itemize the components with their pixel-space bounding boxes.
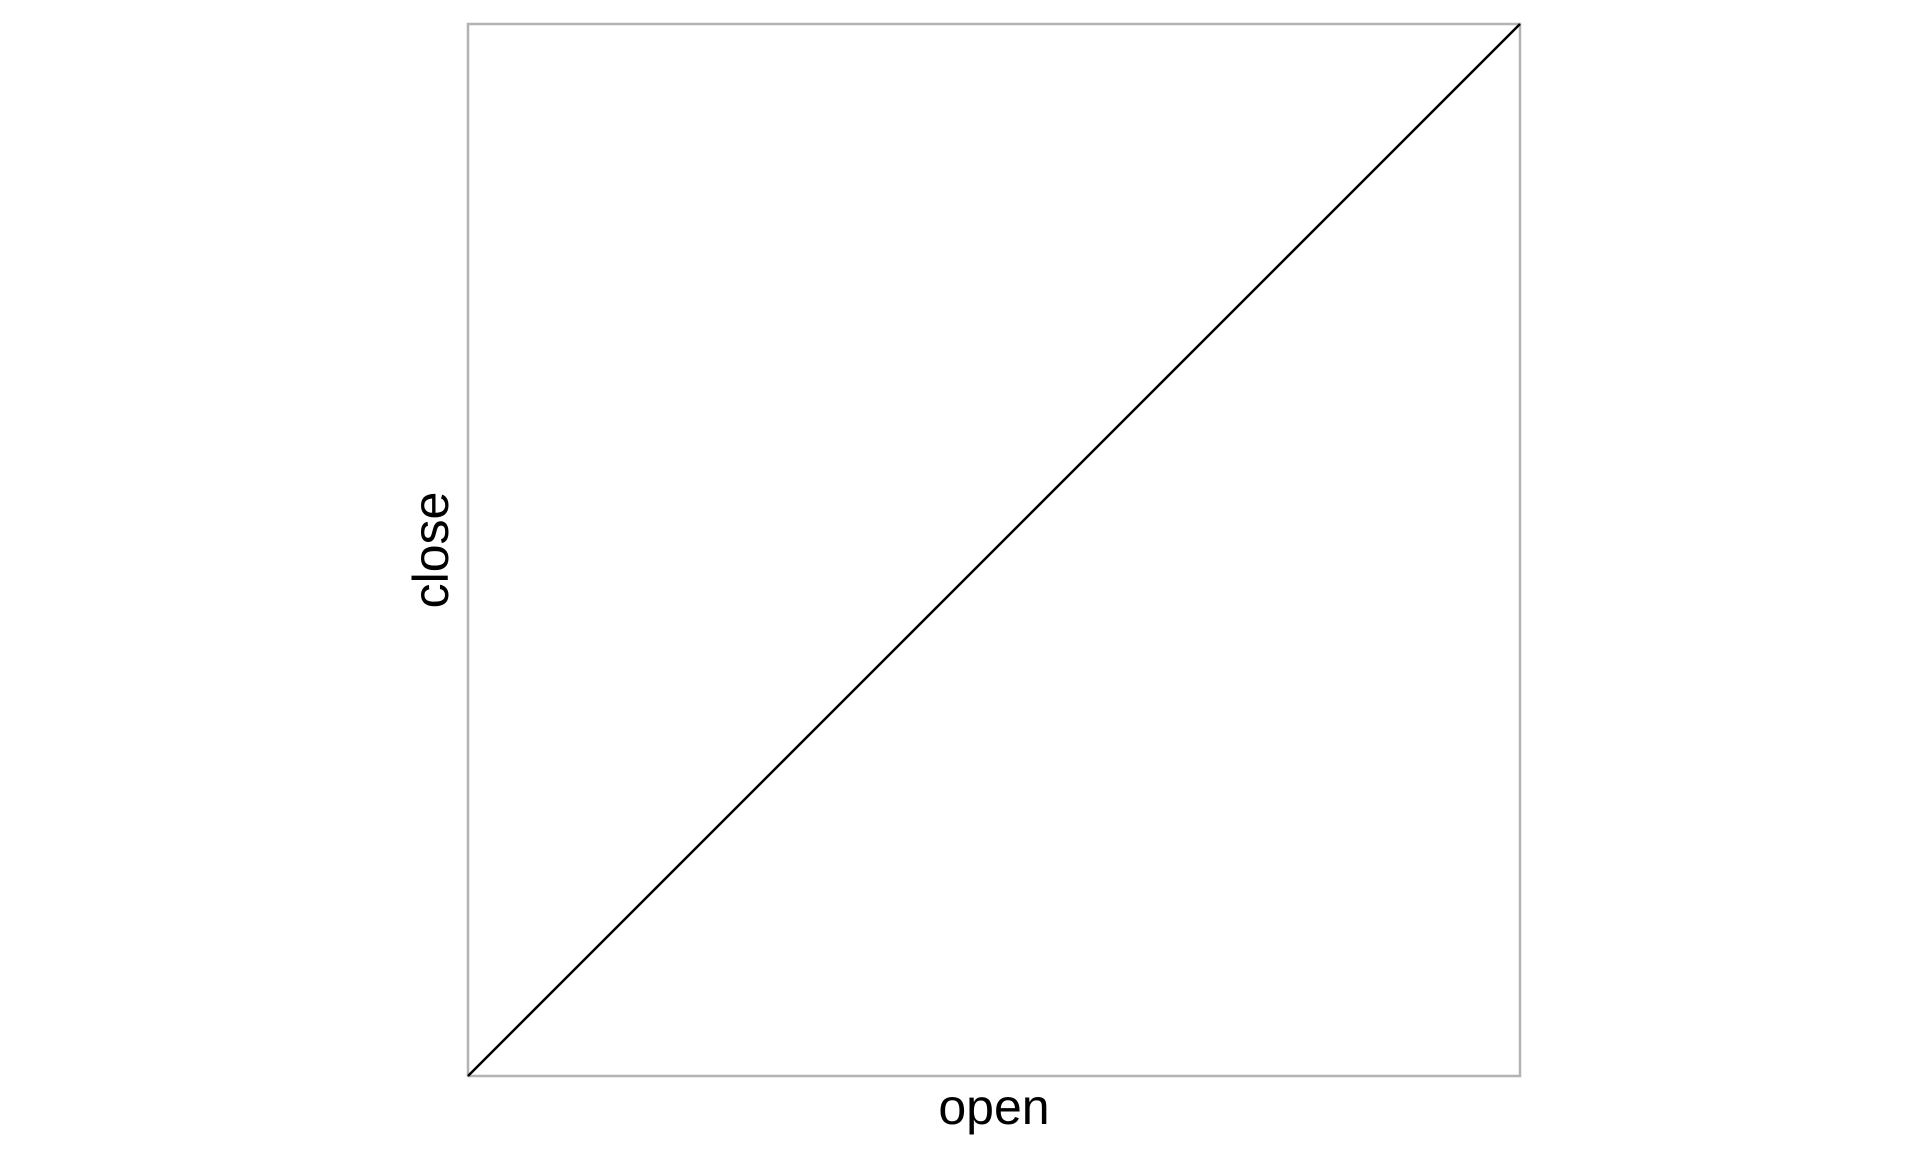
plot-frame xyxy=(466,22,1522,1078)
series-line-1 xyxy=(467,23,1521,1077)
series-layer xyxy=(467,23,1521,1077)
y-axis-label: close xyxy=(403,492,459,609)
x-axis-label: open xyxy=(938,1079,1049,1135)
